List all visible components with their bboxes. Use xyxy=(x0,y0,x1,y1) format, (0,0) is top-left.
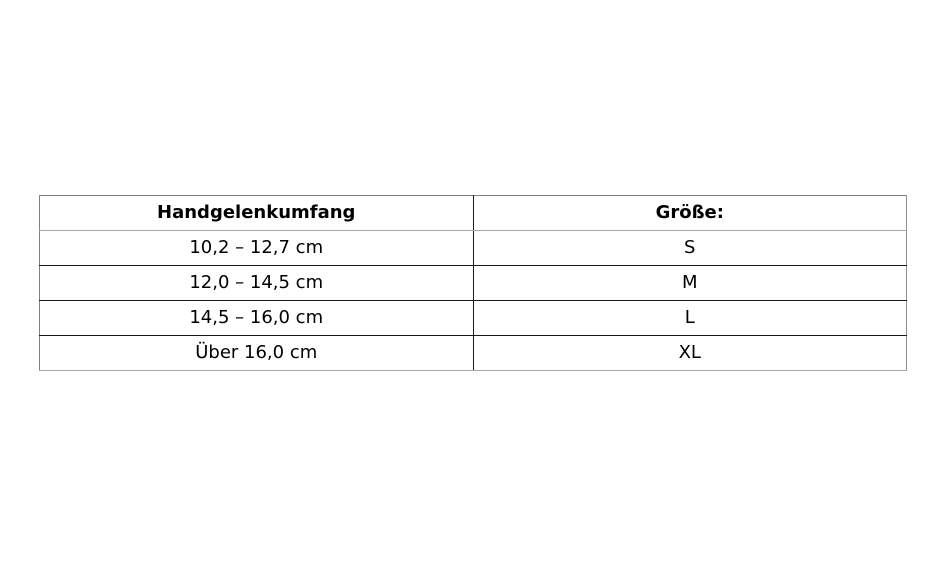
size-cell: XL xyxy=(472,335,907,371)
wrist-range-cell: 10,2 – 12,7 cm xyxy=(39,230,474,266)
column-header-handgelenkumfang: Handgelenkumfang xyxy=(39,195,474,231)
wrist-range-cell: 14,5 – 16,0 cm xyxy=(39,300,474,336)
column-header-groesse: Größe: xyxy=(472,195,907,231)
table-row-size-xl: Über 16,0 cm XL xyxy=(39,335,907,371)
table-header-row: Handgelenkumfang Größe: xyxy=(39,195,907,231)
glove-size-table: Handgelenkumfang Größe: 10,2 – 12,7 cm S… xyxy=(39,195,907,371)
table-row-size-l: 14,5 – 16,0 cm L xyxy=(39,300,907,336)
wrist-range-cell: 12,0 – 14,5 cm xyxy=(39,265,474,301)
size-cell: L xyxy=(472,300,907,336)
table-row-size-s: 10,2 – 12,7 cm S xyxy=(39,230,907,266)
table-row-size-m: 12,0 – 14,5 cm M xyxy=(39,265,907,301)
size-cell: M xyxy=(472,265,907,301)
wrist-range-cell: Über 16,0 cm xyxy=(39,335,474,371)
size-cell: S xyxy=(472,230,907,266)
